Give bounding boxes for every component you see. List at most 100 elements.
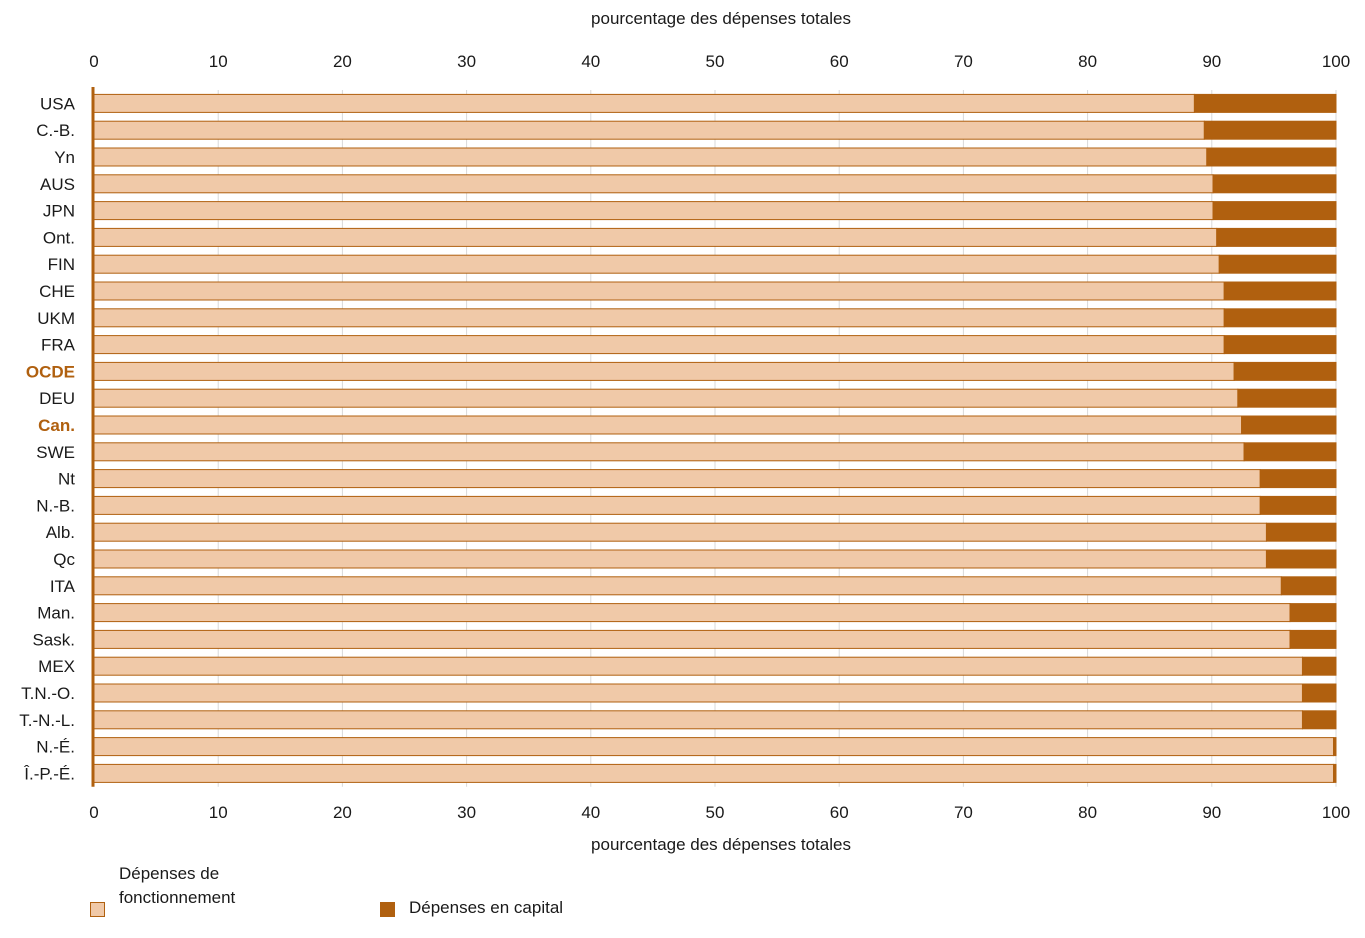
top-tick-20: 20 <box>333 52 352 71</box>
top-tick-50: 50 <box>706 52 725 71</box>
top-tick-labels: 0 10 20 30 40 50 60 70 80 90 100 <box>89 52 1350 71</box>
top-tick-60: 60 <box>830 52 849 71</box>
category-label-23: T.-N.-L. <box>19 711 75 730</box>
bar-capital-2 <box>1206 147 1337 167</box>
category-label-22: T.N.-O. <box>21 684 75 703</box>
bar-capital-8 <box>1223 308 1337 328</box>
top-tick-100: 100 <box>1322 52 1350 71</box>
category-label-20: Sask. <box>32 630 75 649</box>
legend-item-operating: Dépenses de fonctionnement <box>90 862 380 920</box>
bar-capital-6 <box>1218 254 1337 274</box>
bar-operating-20 <box>93 629 1291 649</box>
top-tick-0: 0 <box>89 52 98 71</box>
top-tick-70: 70 <box>954 52 973 71</box>
bottom-tick-70: 70 <box>954 803 973 822</box>
bar-operating-7 <box>93 281 1225 301</box>
bar-capital-3 <box>1212 174 1337 194</box>
category-label-18: ITA <box>50 577 76 596</box>
bar-operating-17 <box>93 549 1267 569</box>
bottom-tick-10: 10 <box>209 803 228 822</box>
bottom-axis-title: pourcentage des dépenses totales <box>591 835 851 854</box>
bar-capital-14 <box>1259 469 1337 489</box>
bar-operating-0 <box>93 93 1195 113</box>
category-label-10: OCDE <box>26 362 75 381</box>
bar-capital-18 <box>1280 576 1337 596</box>
category-label-16: Alb. <box>46 523 75 542</box>
bottom-tick-50: 50 <box>706 803 725 822</box>
category-label-21: MEX <box>38 657 75 676</box>
bottom-tick-100: 100 <box>1322 803 1350 822</box>
bar-operating-16 <box>93 522 1267 542</box>
category-label-2: Yn <box>54 148 75 167</box>
bar-operating-6 <box>93 254 1220 274</box>
category-label-1: C.-B. <box>36 121 75 140</box>
bar-capital-12 <box>1241 415 1337 435</box>
bar-operating-23 <box>93 710 1303 730</box>
bar-operating-1 <box>93 120 1205 140</box>
bar-operating-14 <box>93 469 1261 489</box>
category-label-17: Qc <box>53 550 75 569</box>
bar-operating-12 <box>93 415 1243 435</box>
bottom-tick-20: 20 <box>333 803 352 822</box>
bar-operating-11 <box>93 388 1239 408</box>
bottom-tick-0: 0 <box>89 803 98 822</box>
category-label-0: USA <box>40 94 76 113</box>
legend-item-capital: Dépenses en capital <box>380 862 563 920</box>
bar-operating-10 <box>93 361 1235 381</box>
category-label-9: FRA <box>41 336 76 355</box>
bottom-tick-60: 60 <box>830 803 849 822</box>
bar-capital-0 <box>1193 93 1337 113</box>
bar-operating-19 <box>93 603 1291 623</box>
category-label-6: FIN <box>48 255 75 274</box>
bar-operating-18 <box>93 576 1282 596</box>
bar-capital-22 <box>1301 683 1337 703</box>
legend-label-capital: Dépenses en capital <box>409 898 564 917</box>
bar-capital-1 <box>1203 120 1337 140</box>
bar-capital-25 <box>1333 763 1337 783</box>
category-label-15: N.-B. <box>36 496 75 515</box>
bottom-tick-30: 30 <box>457 803 476 822</box>
legend-swatch-operating <box>90 902 105 917</box>
bottom-tick-40: 40 <box>581 803 600 822</box>
top-tick-40: 40 <box>581 52 600 71</box>
bar-capital-20 <box>1289 629 1337 649</box>
bottom-tick-labels: 0 10 20 30 40 50 60 70 80 90 100 <box>89 803 1350 822</box>
bar-capital-4 <box>1212 201 1337 221</box>
bar-operating-22 <box>93 683 1303 703</box>
bar-operating-15 <box>93 495 1261 515</box>
top-tick-10: 10 <box>209 52 228 71</box>
bar-operating-2 <box>93 147 1208 167</box>
bar-capital-16 <box>1265 522 1337 542</box>
category-label-11: DEU <box>39 389 75 408</box>
bar-operating-5 <box>93 227 1218 247</box>
top-tick-80: 80 <box>1078 52 1097 71</box>
bar-capital-15 <box>1259 495 1337 515</box>
legend-swatch-capital <box>380 902 395 917</box>
bar-capital-19 <box>1289 603 1337 623</box>
category-label-7: CHE <box>39 282 75 301</box>
bar-operating-24 <box>93 737 1335 757</box>
bar-capital-7 <box>1223 281 1337 301</box>
category-label-14: Nt <box>58 470 75 489</box>
category-label-24: N.-É. <box>36 738 75 757</box>
category-labels: USA C.-B. Yn AUS JPN Ont. FIN CHE UKM FRA OCDE DEU C… <box>19 94 75 783</box>
legend-label-operating: Dépenses de fonctionnement <box>119 864 236 907</box>
top-tick-30: 30 <box>457 52 476 71</box>
bar-operating-8 <box>93 308 1225 328</box>
category-label-25: Î.-P.-É. <box>23 764 75 783</box>
gridlines <box>217 90 1337 787</box>
bottom-tick-90: 90 <box>1202 803 1221 822</box>
bar-operating-3 <box>93 174 1214 194</box>
category-label-4: JPN <box>43 202 75 221</box>
category-label-5: Ont. <box>43 228 75 247</box>
bar-capital-11 <box>1237 388 1337 408</box>
bottom-tick-80: 80 <box>1078 803 1097 822</box>
category-label-8: UKM <box>37 309 75 328</box>
bar-capital-24 <box>1333 737 1337 757</box>
bar-capital-5 <box>1216 227 1337 247</box>
bar-capital-10 <box>1233 361 1337 381</box>
bar-operating-13 <box>93 442 1245 462</box>
bar-operating-4 <box>93 201 1214 221</box>
category-label-3: AUS <box>40 175 75 194</box>
